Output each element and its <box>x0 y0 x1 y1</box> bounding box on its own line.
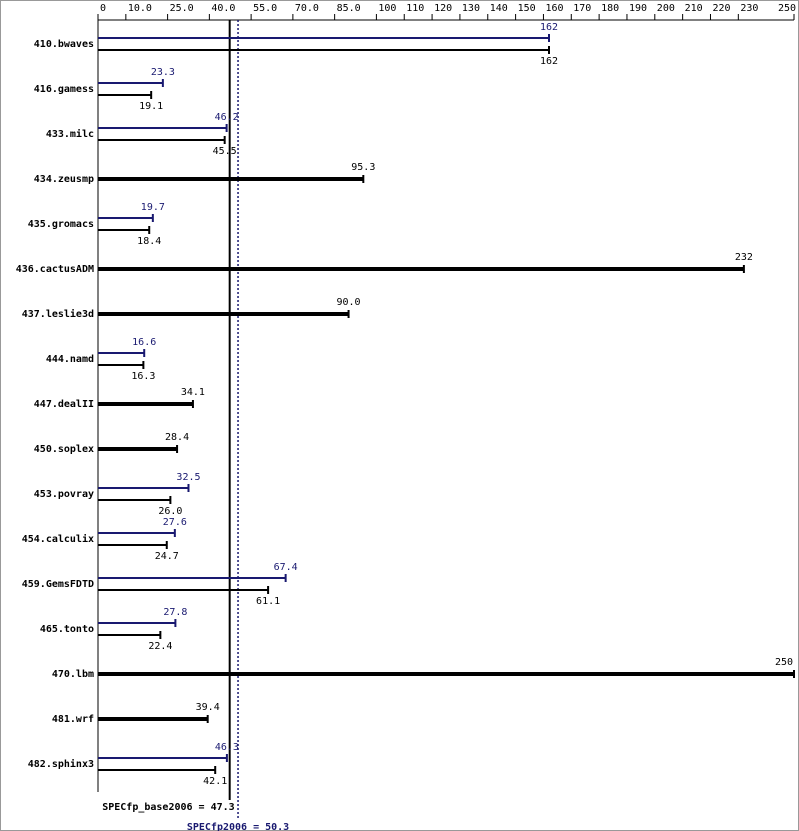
x-tick-label: 170 <box>573 3 591 14</box>
bar-base <box>98 94 152 96</box>
value-label: 250 <box>775 657 793 668</box>
value-label: 162 <box>540 22 558 33</box>
value-label: 34.1 <box>181 387 205 398</box>
y-tick-label: 450.soplex <box>34 444 94 455</box>
bar-peak <box>98 757 227 759</box>
value-label: 23.3 <box>151 67 175 78</box>
x-tick-label: 250 <box>778 3 796 14</box>
bar-peak <box>98 127 227 129</box>
bar-base <box>98 769 216 771</box>
y-tick-label: 470.lbm <box>52 669 94 680</box>
value-label: 90.0 <box>337 297 361 308</box>
y-tick-label: 453.povray <box>34 489 94 500</box>
value-label: 18.4 <box>137 236 161 247</box>
value-label: 19.7 <box>141 202 165 213</box>
y-tick-label: 454.calculix <box>22 533 94 545</box>
value-label: 16.3 <box>131 371 155 382</box>
value-label: 67.4 <box>274 562 298 573</box>
value-label: 232 <box>735 252 753 263</box>
value-label: 32.5 <box>176 472 200 483</box>
x-tick-label: 10.0 <box>128 3 152 14</box>
bar-base <box>98 139 225 141</box>
x-tick-label: 110 <box>406 3 424 14</box>
bar <box>98 402 193 406</box>
bar-base <box>98 634 161 636</box>
y-tick-label: 444.namd <box>46 354 94 365</box>
bar-base <box>98 364 144 366</box>
value-label: 45.5 <box>213 146 237 157</box>
x-tick-label: 55.0 <box>253 3 277 14</box>
bar <box>98 177 364 181</box>
bar-base <box>98 589 269 591</box>
y-tick-label: 436.cactusADM <box>16 264 94 275</box>
y-tick-label: 433.milc <box>46 128 94 140</box>
x-tick-label: 160 <box>545 3 563 14</box>
value-label: 27.6 <box>163 517 187 528</box>
value-label: 95.3 <box>351 162 375 173</box>
bar-base <box>98 499 171 501</box>
y-tick-label: 435.gromacs <box>28 219 94 230</box>
bar-base <box>98 544 167 546</box>
value-label: 42.1 <box>203 776 227 787</box>
x-tick-label: 190 <box>629 3 647 14</box>
bar <box>98 717 208 721</box>
y-tick-label: 459.GemsFDTD <box>22 579 94 590</box>
value-label: 46.3 <box>215 742 239 753</box>
reference-label: SPECfp_base2006 = 47.3 <box>102 802 234 813</box>
value-label: 162 <box>540 56 558 67</box>
bar-peak <box>98 37 550 39</box>
value-label: 16.6 <box>132 337 156 348</box>
x-tick-label: 150 <box>518 3 536 14</box>
value-label: 61.1 <box>256 596 280 607</box>
bar-peak <box>98 577 286 579</box>
y-tick-label: 410.bwaves <box>34 39 94 50</box>
bar-peak <box>98 487 189 489</box>
x-tick-label: 210 <box>685 3 703 14</box>
bar-base <box>98 229 150 231</box>
x-tick-label: 230 <box>740 3 758 14</box>
x-tick-label: 120 <box>434 3 452 14</box>
bar-peak <box>98 352 145 354</box>
bar <box>98 267 744 271</box>
value-label: 27.8 <box>163 607 187 618</box>
y-tick-label: 482.sphinx3 <box>28 758 94 770</box>
x-tick-label: 180 <box>601 3 619 14</box>
x-tick-label: 85.0 <box>337 3 361 14</box>
x-tick-label: 140 <box>490 3 508 14</box>
value-label: 46.2 <box>215 112 239 123</box>
bar <box>98 447 178 451</box>
y-tick-label: 447.dealII <box>34 399 94 410</box>
x-tick-label: 40.0 <box>211 3 235 14</box>
bar-base <box>98 49 550 51</box>
value-label: 39.4 <box>196 702 220 713</box>
value-label: 26.0 <box>158 506 182 517</box>
x-tick-label: 25.0 <box>170 3 194 14</box>
value-label: 19.1 <box>139 101 163 112</box>
bar <box>98 672 794 676</box>
bar-peak <box>98 622 176 624</box>
reference-label: SPECfp2006 = 50.3 <box>187 822 289 831</box>
x-tick-label: 0 <box>100 3 106 14</box>
x-tick-label: 130 <box>462 3 480 14</box>
value-label: 28.4 <box>165 432 189 443</box>
x-tick-label: 70.0 <box>295 3 319 14</box>
bar-peak <box>98 217 153 219</box>
value-label: 22.4 <box>148 641 172 652</box>
y-tick-label: 437.leslie3d <box>22 308 94 320</box>
x-tick-label: 200 <box>657 3 675 14</box>
x-tick-label: 220 <box>712 3 730 14</box>
x-tick-label: 100 <box>378 3 396 14</box>
y-tick-label: 481.wrf <box>52 714 94 725</box>
y-tick-label: 416.gamess <box>34 84 94 95</box>
bar-peak <box>98 82 163 84</box>
y-tick-label: 465.tonto <box>40 624 94 635</box>
bar <box>98 312 349 316</box>
value-label: 24.7 <box>155 551 179 562</box>
bar-peak <box>98 532 175 534</box>
y-tick-label: 434.zeusmp <box>34 174 94 185</box>
